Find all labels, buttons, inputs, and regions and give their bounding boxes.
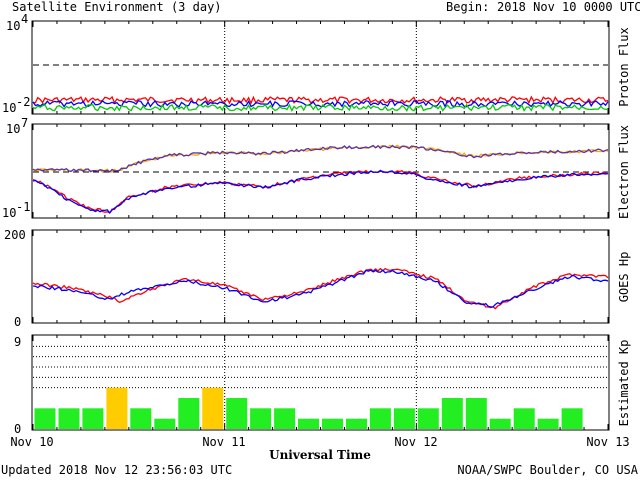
kp-bar xyxy=(441,398,463,429)
series-line-red xyxy=(32,95,609,105)
kp-bar xyxy=(250,408,272,429)
kp-ytick-top: 9 xyxy=(14,335,21,349)
series-line-blue xyxy=(32,99,609,109)
proton-ytick-top: 10 xyxy=(6,19,20,33)
estimated-kp-label: Estimated Kp xyxy=(617,340,631,427)
day-separators xyxy=(224,22,417,429)
kp-bar xyxy=(513,408,535,429)
electron-ytick-top-exp: 7 xyxy=(21,116,28,130)
kp-bar xyxy=(58,408,80,429)
begin-value: 2018 Nov 10 0000 UTC xyxy=(497,0,640,14)
xtick-nov10: Nov 10 xyxy=(10,435,53,449)
updated-timestamp: Updated 2018 Nov 12 23:56:03 UTC xyxy=(1,463,232,477)
kp-bar xyxy=(274,408,296,429)
kp-bar xyxy=(178,398,200,429)
kp-bar xyxy=(34,408,56,429)
begin-label: Begin: xyxy=(446,0,489,14)
series-line-red xyxy=(32,169,609,214)
kp-bar xyxy=(202,387,224,429)
electron-flux-label: Electron Flux xyxy=(617,125,631,219)
hp-ytick-bottom: 0 xyxy=(14,315,21,329)
series-line-red xyxy=(32,267,609,310)
goes-hp-label: GOES Hp xyxy=(617,252,631,303)
kp-bar xyxy=(537,418,559,429)
kp-bar xyxy=(465,398,487,429)
electron-ytick-top: 10 xyxy=(6,122,20,136)
kp-bar xyxy=(561,408,583,429)
kp-bar xyxy=(226,398,248,429)
kp-gridlines xyxy=(33,345,608,389)
kp-bar xyxy=(417,408,439,429)
proton-flux-label: Proton Flux xyxy=(617,27,631,106)
kp-bar xyxy=(393,408,415,429)
proton-ytick-top-exp: 4 xyxy=(21,12,28,26)
electron-ytick-bottom-exp: -1 xyxy=(16,200,30,214)
kp-bar xyxy=(346,418,367,429)
electron-series-group xyxy=(32,144,609,215)
series-line-purple xyxy=(32,144,609,173)
series-line-blue xyxy=(32,269,609,308)
electron-ytick-bottom: 10 xyxy=(2,206,16,220)
kp-bar xyxy=(82,408,104,429)
series-line-green xyxy=(32,103,609,112)
proton-ytick-bottom-exp: -2 xyxy=(16,95,30,109)
kp-bar xyxy=(130,408,152,429)
series-line-blue xyxy=(32,169,609,215)
kp-bar xyxy=(322,418,343,429)
kp-bar xyxy=(489,418,511,429)
xaxis-title: Universal Time xyxy=(269,448,371,462)
xtick-nov11: Nov 11 xyxy=(202,435,245,449)
kp-ytick-bottom: 0 xyxy=(14,422,21,436)
proton-ytick-bottom: 10 xyxy=(2,101,16,115)
tick-marks xyxy=(32,21,609,430)
chart-title: Satellite Environment (3 day) xyxy=(12,0,222,14)
hp-series-group xyxy=(32,267,609,310)
kp-bar xyxy=(154,418,176,429)
kp-bar xyxy=(106,387,128,429)
panel-frame-hp xyxy=(31,229,610,324)
xtick-nov13: Nov 13 xyxy=(586,435,629,449)
kp-bar xyxy=(369,408,391,429)
kp-bar xyxy=(298,418,319,429)
xtick-nov12: Nov 12 xyxy=(394,435,437,449)
proton-series-group xyxy=(32,95,609,112)
hp-ytick-top: 200 xyxy=(4,228,26,242)
kp-bars-group xyxy=(34,387,583,429)
source-credit: NOAA/SWPC Boulder, CO USA xyxy=(457,463,638,477)
